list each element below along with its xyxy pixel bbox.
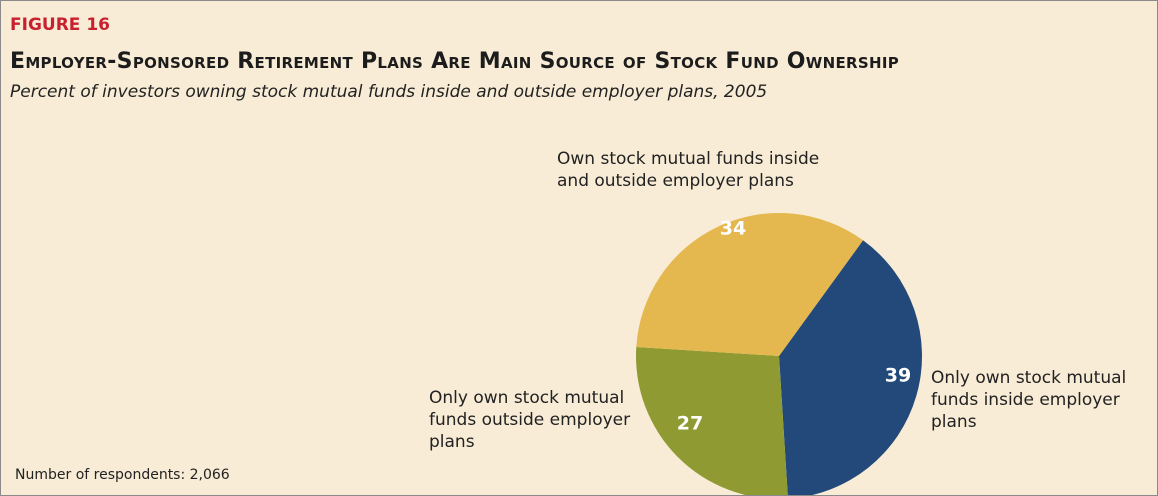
pie-slice [636, 212, 864, 356]
pie-slice [636, 347, 788, 495]
value-label: 39 [885, 365, 911, 387]
figure-label: FIGURE 16 [10, 15, 110, 35]
slice-label: Only own stock mutual funds inside emplo… [931, 368, 1127, 432]
slice-label: Only own stock mutual funds outside empl… [429, 388, 631, 452]
pie-slice [779, 240, 922, 495]
value-label: 34 [720, 218, 746, 240]
value-label: 27 [677, 413, 703, 435]
chart-title: Employer-Sponsored Retirement Plans Are … [10, 49, 900, 74]
slice-label: Own stock mutual funds inside and outsid… [557, 149, 820, 191]
note: Number of respondents: 2,066 [15, 467, 230, 483]
chart-subtitle: Percent of investors owning stock mutual… [10, 82, 768, 102]
